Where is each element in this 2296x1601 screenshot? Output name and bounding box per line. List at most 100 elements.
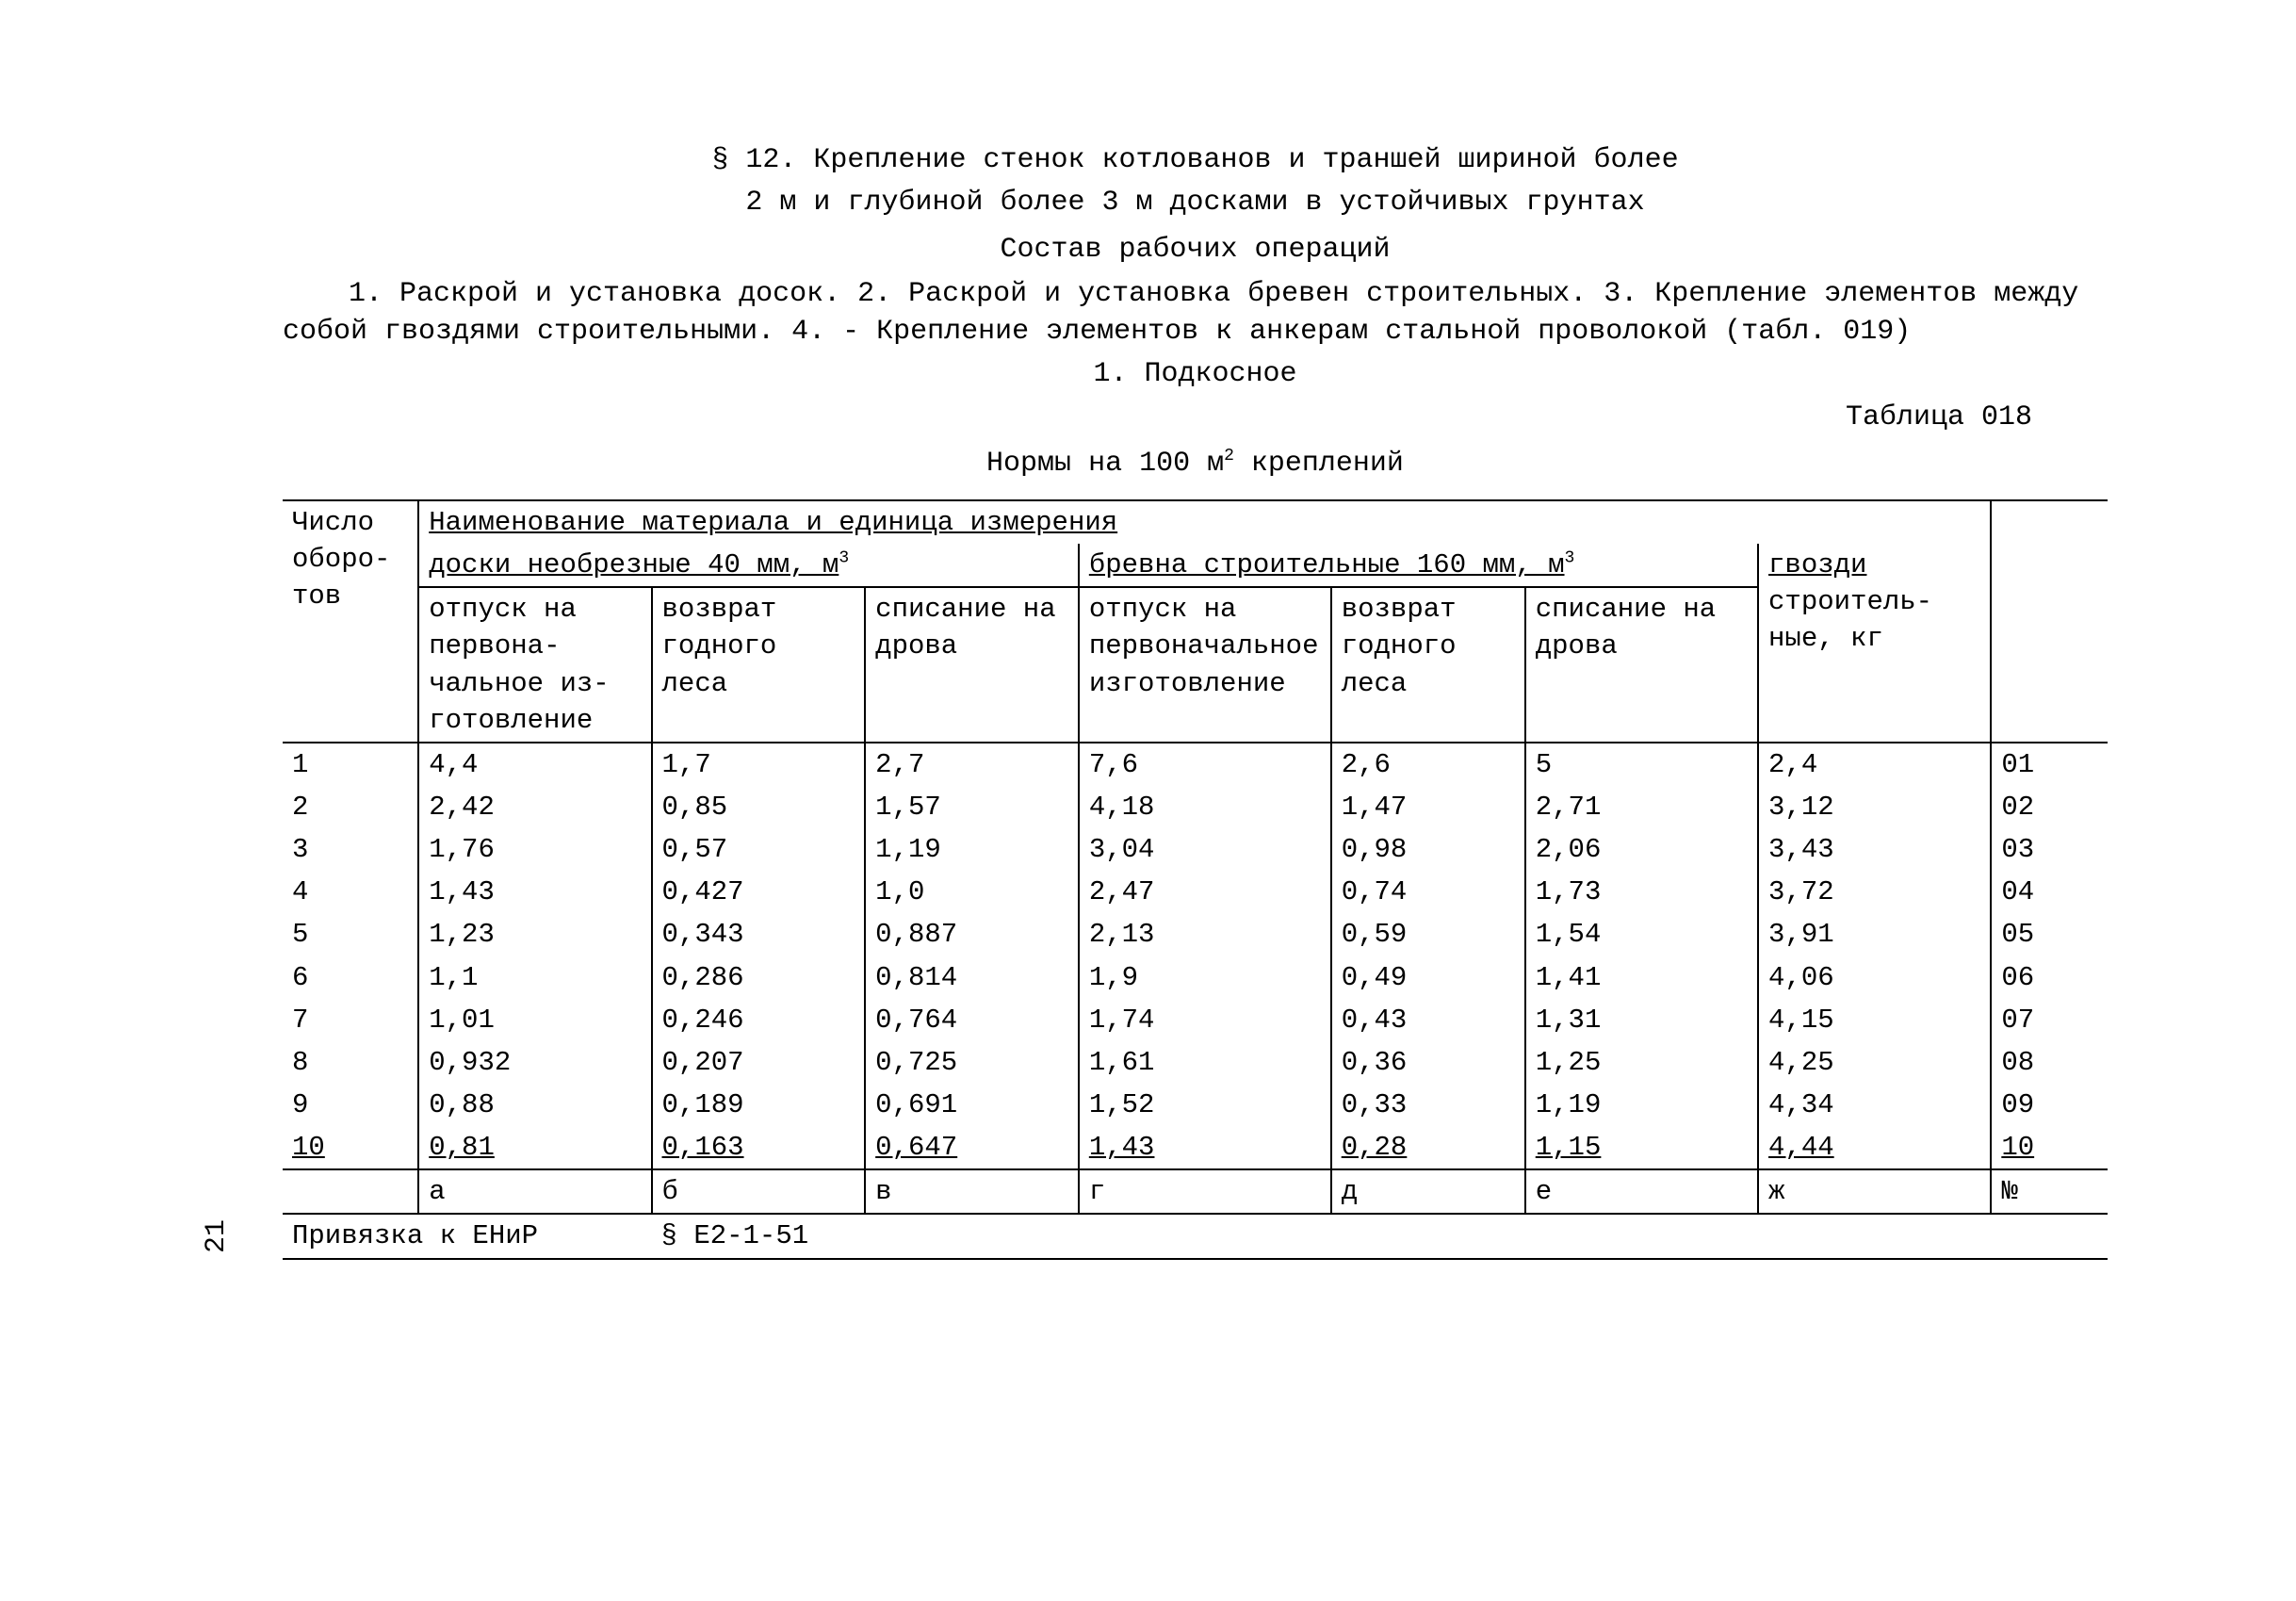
table-cell: 2,7 — [865, 743, 1079, 786]
table-cell: 4,18 — [1079, 786, 1331, 828]
table-cell: 1,1 — [418, 956, 651, 999]
table-cell: 4 — [283, 871, 418, 913]
table-cell: 0,59 — [1331, 913, 1525, 956]
table-cell: 1,15 — [1525, 1126, 1758, 1169]
table-cell: 0,814 — [865, 956, 1079, 999]
table-row: 41,430,4271,02,470,741,733,7204 — [283, 871, 2108, 913]
table-cell: 2,42 — [418, 786, 651, 828]
page-number: 21 — [198, 1219, 236, 1253]
table-cell: 0,36 — [1331, 1041, 1525, 1084]
table-cell: 3,91 — [1758, 913, 1991, 956]
table-cell: 1,23 — [418, 913, 651, 956]
table-cell: 9 — [283, 1084, 418, 1126]
table-cell: 1,74 — [1079, 999, 1331, 1041]
table-row: 80,9320,2070,7251,610,361,254,2508 — [283, 1041, 2108, 1084]
column-letter: д — [1331, 1169, 1525, 1214]
table-cell: 4,15 — [1758, 999, 1991, 1041]
table-cell: 2,13 — [1079, 913, 1331, 956]
table-cell: 0,932 — [418, 1041, 651, 1084]
table-cell: 3,12 — [1758, 786, 1991, 828]
table-cell: 1,0 — [865, 871, 1079, 913]
table-cell: 1,19 — [865, 828, 1079, 871]
table-cell: 1,19 — [1525, 1084, 1758, 1126]
table-cell: 0,286 — [652, 956, 866, 999]
table-cell: 0,85 — [652, 786, 866, 828]
table-cell: 1,41 — [1525, 956, 1758, 999]
table-cell: 7 — [283, 999, 418, 1041]
table-cell: 3 — [283, 828, 418, 871]
sub-logs-2: возврат годного леса — [1331, 587, 1525, 743]
table-cell: 4,44 — [1758, 1126, 1991, 1169]
column-letter: в — [865, 1169, 1079, 1214]
table-row: 22,420,851,574,181,472,713,1202 — [283, 786, 2108, 828]
table-cell: 1,01 — [418, 999, 651, 1041]
norms-table: Число оборо­тов Наименование материала и… — [283, 499, 2108, 1260]
table-cell: 5 — [283, 913, 418, 956]
operations-text: 1. Раскрой и установка досок. 2. Раскрой… — [283, 275, 2108, 351]
sub-logs-3: списание на дрова — [1525, 587, 1758, 743]
table-row: 90,880,1890,6911,520,331,194,3409 — [283, 1084, 2108, 1126]
table-cell: 0,57 — [652, 828, 866, 871]
table-cell: 5 — [1525, 743, 1758, 786]
table-cell: 3,43 — [1758, 828, 1991, 871]
table-cell: 0,163 — [652, 1126, 866, 1169]
table-cell: 1,73 — [1525, 871, 1758, 913]
head-rotations: Число оборо­тов — [283, 500, 418, 743]
head-boards: доски необрезные 40 мм, м3 — [418, 544, 1079, 587]
sub-boards-1: отпуск на первона­чальное из­готовление — [418, 587, 651, 743]
table-cell: 0,189 — [652, 1084, 866, 1126]
column-letter: а — [418, 1169, 651, 1214]
column-letter: б — [652, 1169, 866, 1214]
table-cell: 0,207 — [652, 1041, 866, 1084]
table-cell: 0,647 — [865, 1126, 1079, 1169]
table-cell — [283, 1169, 418, 1214]
table-cell: 0,49 — [1331, 956, 1525, 999]
table-row: 100,810,1630,6471,430,281,154,4410 — [283, 1126, 2108, 1169]
table-cell: 1 — [283, 743, 418, 786]
table-cell: 3,04 — [1079, 828, 1331, 871]
sub-boards-2: возврат годного леса — [652, 587, 866, 743]
table-cell: 0,887 — [865, 913, 1079, 956]
table-cell: 2 — [283, 786, 418, 828]
table-cell: 1,9 — [1079, 956, 1331, 999]
table-cell: 1,76 — [418, 828, 651, 871]
table-cell: 2,71 — [1525, 786, 1758, 828]
table-cell: 0,343 — [652, 913, 866, 956]
table-cell: 1,61 — [1079, 1041, 1331, 1084]
column-letter: г — [1079, 1169, 1331, 1214]
section-title-line2: 2 м и глубиной более 3 м досками в устой… — [283, 184, 2108, 222]
table-cell: 01 — [1991, 743, 2108, 786]
table-cell: 2,4 — [1758, 743, 1991, 786]
column-letter: е — [1525, 1169, 1758, 1214]
table-cell: 1,52 — [1079, 1084, 1331, 1126]
table-cell: 05 — [1991, 913, 2108, 956]
table-cell: 0,725 — [865, 1041, 1079, 1084]
column-letter: № — [1991, 1169, 2108, 1214]
variant-heading: 1. Подкосное — [283, 355, 2108, 394]
table-cell: 0,691 — [865, 1084, 1079, 1126]
table-cell: 2,47 — [1079, 871, 1331, 913]
head-logs: бревна строительные 160 мм, м3 — [1079, 544, 1758, 587]
ref-label: Привязка к ЕНиР — [283, 1214, 652, 1258]
table-cell: 0,81 — [418, 1126, 651, 1169]
table-cell: 0,427 — [652, 871, 866, 913]
table-cell: 0,246 — [652, 999, 866, 1041]
table-cell: 0,74 — [1331, 871, 1525, 913]
table-cell: 1,31 — [1525, 999, 1758, 1041]
table-cell: 10 — [283, 1126, 418, 1169]
ref-value: § Е2-1-51 — [652, 1214, 2108, 1258]
table-cell: 8 — [283, 1041, 418, 1084]
table-row: 14,41,72,77,62,652,401 — [283, 743, 2108, 786]
table-cell: 09 — [1991, 1084, 2108, 1126]
table-cell: 0,98 — [1331, 828, 1525, 871]
head-nails: гвозди строитель­ные, кг — [1758, 544, 1991, 743]
table-cell: 1,43 — [1079, 1126, 1331, 1169]
table-cell: 4,06 — [1758, 956, 1991, 999]
table-cell: 1,47 — [1331, 786, 1525, 828]
norms-caption: Нормы на 100 м2 креплений — [283, 445, 2108, 483]
table-row: 71,010,2460,7641,740,431,314,1507 — [283, 999, 2108, 1041]
head-group-title: Наименование материала и единица измерен… — [418, 500, 1991, 544]
table-row: 51,230,3430,8872,130,591,543,9105 — [283, 913, 2108, 956]
table-cell: 1,57 — [865, 786, 1079, 828]
table-label: Таблица 018 — [283, 399, 2032, 437]
